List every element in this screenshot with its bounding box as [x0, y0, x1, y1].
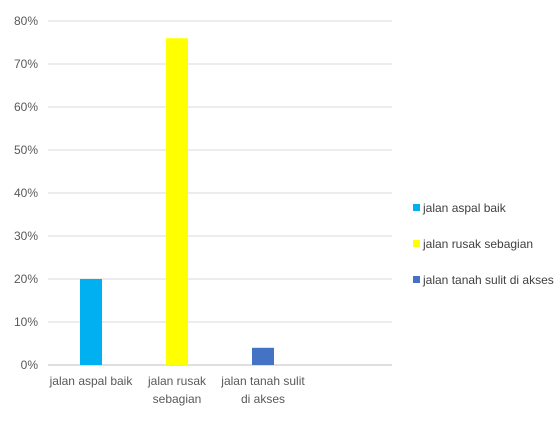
legend-swatch — [413, 240, 420, 247]
y-tick-label: 50% — [14, 143, 38, 157]
y-axis-ticks: 0% 10% 20% 30% 40% 50% 60% 70% 80% — [14, 14, 38, 372]
y-tick-label: 40% — [14, 186, 38, 200]
bars — [80, 38, 274, 365]
y-tick-label: 80% — [14, 14, 38, 28]
y-tick-label: 60% — [14, 100, 38, 114]
legend-label: jalan aspal baik — [422, 201, 507, 215]
x-category-label: jalan tanah sulit — [220, 374, 305, 388]
x-category-label: jalan rusak — [147, 374, 207, 388]
bar — [80, 279, 102, 365]
y-tick-label: 0% — [21, 358, 39, 372]
y-tick-label: 30% — [14, 229, 38, 243]
x-category-label: di akses — [241, 392, 285, 406]
legend: jalan aspal baik jalan rusak sebagian jala… — [413, 201, 554, 287]
legend-label: jalan tanah sulit di akses — [422, 273, 554, 287]
legend-label: jalan rusak sebagian — [422, 237, 533, 251]
y-tick-label: 70% — [14, 57, 38, 71]
y-tick-label: 20% — [14, 272, 38, 286]
bar — [166, 38, 188, 365]
legend-swatch — [413, 276, 420, 283]
y-tick-label: 10% — [14, 315, 38, 329]
x-category-label: jalan aspal baik — [49, 374, 134, 388]
gridlines — [48, 20, 392, 323]
bar — [252, 347, 274, 365]
x-axis-labels: jalan aspal baik jalan rusak sebagian jalan… — [49, 374, 306, 406]
x-category-label: sebagian — [153, 392, 202, 406]
legend-swatch — [413, 204, 420, 211]
